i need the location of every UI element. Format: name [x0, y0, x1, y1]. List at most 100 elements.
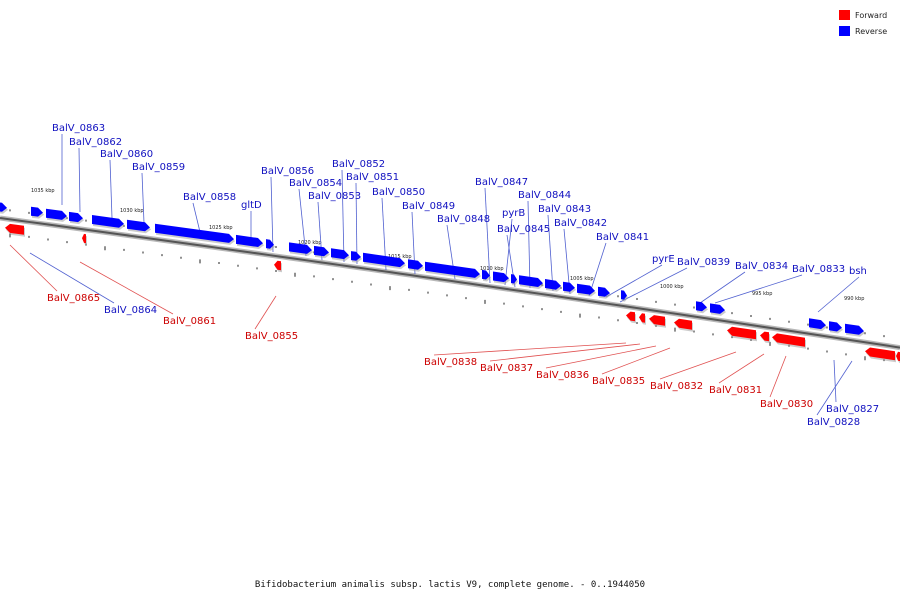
gene-label: BalV_0852 — [332, 159, 385, 170]
reverse-gene-arrow[interactable] — [155, 223, 234, 243]
reverse-gene-arrow[interactable] — [829, 321, 842, 332]
reverse-gene-arrow[interactable] — [314, 245, 329, 257]
reverse-gene-arrow[interactable] — [127, 219, 150, 232]
label-leader — [605, 264, 663, 298]
scale-label: 1020 kbp — [298, 240, 322, 246]
reverse-gene-arrow[interactable] — [0, 202, 7, 212]
genome-backbone — [0, 215, 900, 351]
gene-label: BalV_0850 — [372, 187, 425, 198]
label-leader — [527, 200, 531, 289]
legend-forward-swatch — [839, 10, 850, 20]
legend-reverse-label: Reverse — [855, 27, 887, 36]
forward-gene-arrow[interactable] — [649, 315, 665, 326]
forward-gene-arrow[interactable] — [274, 260, 281, 271]
gene-label: BalV_0837 — [480, 363, 533, 374]
forward-gene-arrow[interactable] — [82, 233, 86, 244]
gene-label: BalV_0831 — [709, 385, 762, 396]
forward-gene-arrow[interactable] — [5, 223, 24, 235]
label-leader — [817, 276, 860, 313]
label-leader — [341, 169, 345, 263]
gene-label: BalV_0859 — [132, 162, 185, 173]
label-leader — [254, 295, 277, 330]
forward-gene-arrow[interactable] — [674, 318, 692, 330]
forward-gene-arrow[interactable] — [639, 313, 645, 323]
gene-label: BalV_0827 — [826, 404, 879, 415]
scale-labels: 1035 kbp 1030 kbp 1025 kbp 1020 kbp 1015 kbp… — [31, 188, 864, 302]
label-leader — [714, 274, 803, 304]
scale-label: 1035 kbp — [31, 188, 55, 194]
reverse-gene-arrow[interactable] — [710, 303, 725, 314]
gene-label: BalV_0834 — [735, 261, 788, 272]
label-leader — [504, 218, 513, 286]
reverse-gene-arrow[interactable] — [31, 206, 43, 217]
forward-gene-arrow[interactable] — [865, 347, 895, 361]
reverse-gene-arrow[interactable] — [266, 239, 274, 249]
forward-gene-arrow[interactable] — [626, 311, 635, 322]
reverse-gene-arrow[interactable] — [408, 259, 423, 270]
reverse-gene-arrow[interactable] — [289, 242, 312, 254]
reverse-gene-arrow[interactable] — [511, 274, 517, 284]
reverse-gene-arrow[interactable] — [425, 261, 480, 278]
label-leader — [619, 267, 688, 303]
label-leader — [718, 353, 765, 384]
label-leader — [78, 147, 81, 213]
gene-label: BalV_0848 — [437, 214, 490, 225]
gene-label: BalV_0830 — [760, 399, 813, 410]
label-leader — [699, 271, 746, 304]
label-leader — [547, 214, 554, 292]
gene-label: BalV_0854 — [289, 178, 342, 189]
gene-label: BalV_0864 — [104, 305, 157, 316]
reverse-gene-arrow[interactable] — [482, 269, 490, 280]
reverse-gene-arrow[interactable] — [519, 275, 543, 287]
label-leader — [769, 355, 787, 398]
label-leader — [489, 343, 641, 362]
reverse-gene-arrow[interactable] — [363, 252, 405, 268]
scale-label: 1030 kbp — [120, 208, 144, 214]
reverse-gene-arrow[interactable] — [46, 208, 67, 220]
gene-label: BalV_0865 — [47, 293, 100, 304]
gene-label: pyrE — [652, 254, 675, 265]
reverse-gene-arrow[interactable] — [598, 286, 610, 297]
gene-label: BalV_0855 — [245, 331, 298, 342]
reverse-gene-arrow[interactable] — [563, 281, 575, 292]
reverse-gene-arrow[interactable] — [545, 279, 561, 290]
gene-label: BalV_0862 — [69, 137, 122, 148]
label-leader — [545, 345, 657, 369]
label-leader — [109, 159, 113, 219]
reverse-gene-arrow[interactable] — [696, 301, 707, 312]
gene-arrows — [0, 202, 900, 363]
label-leader — [141, 172, 145, 224]
label-leader — [588, 242, 607, 297]
forward-gene-arrow[interactable] — [727, 326, 756, 340]
gene-label: BalV_0847 — [475, 177, 528, 188]
gene-label: BalV_0835 — [592, 376, 645, 387]
reverse-gene-arrow[interactable] — [351, 251, 361, 261]
reverse-gene-arrow[interactable] — [493, 271, 509, 283]
forward-gene-arrow[interactable] — [760, 331, 769, 342]
reverse-gene-arrow[interactable] — [69, 211, 83, 223]
gene-label: bsh — [849, 266, 867, 277]
gene-label: BalV_0849 — [402, 201, 455, 212]
reverse-gene-arrow[interactable] — [236, 234, 263, 247]
scale-label: 990 kbp — [844, 296, 864, 302]
reverse-gene-arrow[interactable] — [809, 318, 826, 330]
reverse-gene-arrow[interactable] — [621, 290, 627, 300]
legend-reverse-swatch — [839, 26, 850, 36]
reverse-gene-arrow[interactable] — [577, 283, 595, 295]
label-leader — [355, 182, 358, 265]
reverse-gene-arrow[interactable] — [845, 323, 864, 335]
forward-gene-arrow[interactable] — [772, 333, 805, 347]
scale-label: 1015 kbp — [388, 254, 412, 260]
gene-label: BalV_0841 — [596, 232, 649, 243]
reverse-gene-arrow[interactable] — [331, 248, 349, 260]
scale-label: 1000 kbp — [660, 284, 684, 290]
legend: Forward Reverse — [839, 10, 887, 36]
forward-gene-arrow[interactable] — [896, 351, 900, 362]
gene-label: BalV_0851 — [346, 172, 399, 183]
gene-label: BalV_0856 — [261, 166, 314, 177]
reverse-gene-arrow[interactable] — [92, 215, 124, 228]
label-leader — [659, 351, 737, 380]
label-leader — [433, 342, 627, 356]
